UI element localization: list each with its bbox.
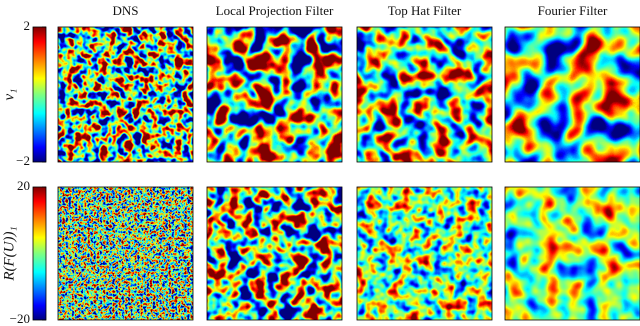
field-panel xyxy=(505,27,640,162)
colorbar xyxy=(32,26,47,163)
field-panel xyxy=(58,187,193,320)
panel-frame xyxy=(356,26,493,163)
field-panel xyxy=(505,187,640,320)
field-panel xyxy=(207,187,342,320)
field-panel xyxy=(357,187,492,320)
colorbar-tick-label: −2 xyxy=(16,153,30,168)
panel-frame xyxy=(504,186,640,321)
panel-frame xyxy=(57,186,194,321)
column-title: DNS xyxy=(112,3,138,18)
panel-frame xyxy=(57,26,194,163)
row-label: R(F(U))₁ xyxy=(1,226,17,281)
colorbar-tick-label: 2 xyxy=(24,18,31,33)
field-panel xyxy=(207,27,342,162)
panel-frame xyxy=(206,26,343,163)
panel-frame xyxy=(206,186,343,321)
colorbar-tick-label: −20 xyxy=(10,311,30,326)
row-label: v₁ xyxy=(1,89,17,101)
column-title: Fourier Filter xyxy=(538,3,608,18)
colorbar xyxy=(32,186,47,321)
field-panel xyxy=(58,27,193,162)
panel-frame xyxy=(356,186,493,321)
column-title: Top Hat Filter xyxy=(388,3,462,18)
column-title: Local Projection Filter xyxy=(216,3,334,18)
field-panel xyxy=(357,27,492,162)
panel-frame xyxy=(504,26,640,163)
colorbar-tick-label: 20 xyxy=(17,178,30,193)
